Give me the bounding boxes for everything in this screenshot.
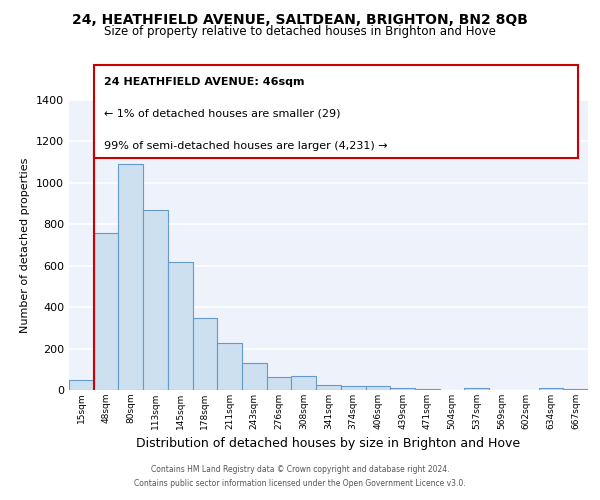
Bar — [316, 385, 341, 390]
Text: 24, HEATHFIELD AVENUE, SALTDEAN, BRIGHTON, BN2 8QB: 24, HEATHFIELD AVENUE, SALTDEAN, BRIGHTO… — [72, 12, 528, 26]
Bar — [168, 262, 193, 390]
Bar — [143, 210, 168, 390]
Bar — [292, 376, 316, 390]
Text: ← 1% of detached houses are smaller (29): ← 1% of detached houses are smaller (29) — [104, 108, 341, 118]
Bar — [69, 380, 94, 390]
Bar — [539, 388, 563, 390]
Bar — [267, 376, 292, 390]
Y-axis label: Number of detached properties: Number of detached properties — [20, 158, 31, 332]
Bar — [415, 389, 440, 390]
Bar — [464, 388, 489, 390]
Bar — [365, 386, 390, 390]
X-axis label: Distribution of detached houses by size in Brighton and Hove: Distribution of detached houses by size … — [136, 438, 521, 450]
FancyBboxPatch shape — [94, 65, 578, 158]
Bar — [217, 344, 242, 390]
Bar — [341, 386, 365, 390]
Text: 24 HEATHFIELD AVENUE: 46sqm: 24 HEATHFIELD AVENUE: 46sqm — [104, 77, 305, 87]
Bar — [563, 389, 588, 390]
Text: Size of property relative to detached houses in Brighton and Hove: Size of property relative to detached ho… — [104, 25, 496, 38]
Bar — [193, 318, 217, 390]
Text: 99% of semi-detached houses are larger (4,231) →: 99% of semi-detached houses are larger (… — [104, 140, 388, 150]
Bar — [94, 232, 118, 390]
Bar — [242, 363, 267, 390]
Bar — [118, 164, 143, 390]
Bar — [390, 388, 415, 390]
Text: Contains HM Land Registry data © Crown copyright and database right 2024.
Contai: Contains HM Land Registry data © Crown c… — [134, 466, 466, 487]
